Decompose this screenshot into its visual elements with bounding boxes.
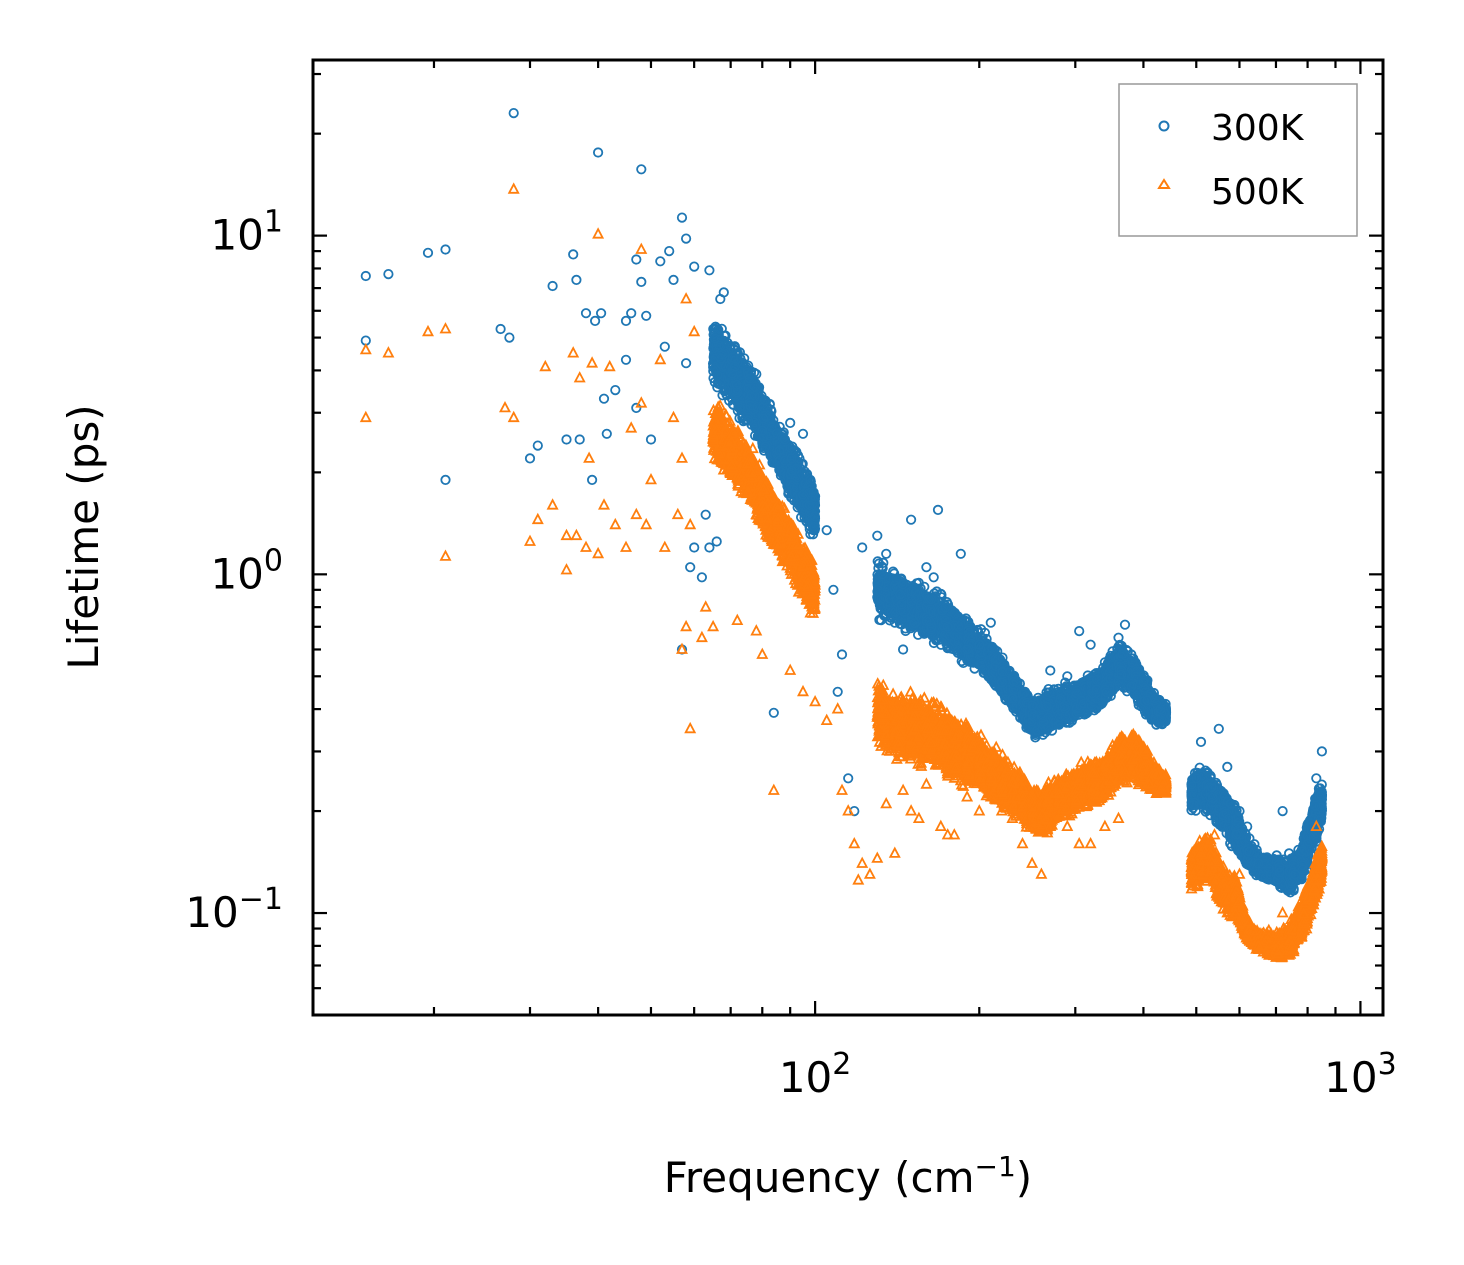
data-point-300k [715,353,727,364]
data-point-300k [719,340,730,352]
data-point-300k [708,323,719,335]
data-point-300k [709,333,721,344]
data-point-300k [727,352,738,363]
data-point-300k [710,321,721,332]
data-point-300k [730,385,741,396]
data-point-300k [712,370,723,381]
data-point-300k [729,361,741,372]
series-300K [360,108,1328,898]
data-point-300k [731,379,742,390]
data-layer [359,108,1328,963]
data-point-300k [708,334,720,345]
